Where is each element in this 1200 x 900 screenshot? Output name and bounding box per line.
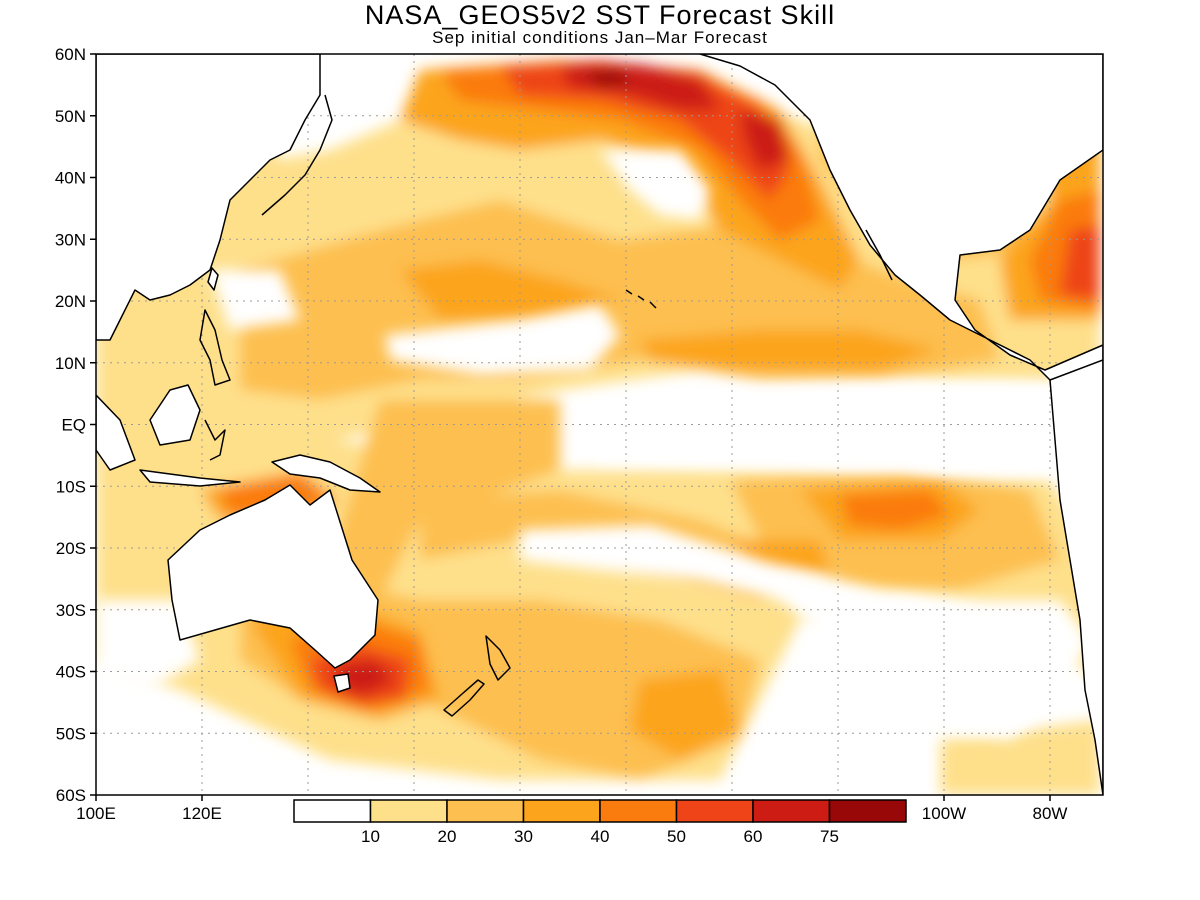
sulawesi-coastline bbox=[204, 419, 226, 461]
latitude-label: 20N bbox=[55, 292, 86, 311]
latitude-label: 10N bbox=[55, 354, 86, 373]
colorbar-label: 60 bbox=[744, 827, 763, 846]
baja-california-coastline bbox=[865, 229, 893, 281]
low-skill-area bbox=[940, 630, 1060, 740]
colorbar: 10 20 30 40 50 60 75 bbox=[290, 798, 910, 846]
contour-level-3 bbox=[630, 670, 740, 760]
hawaii-islands bbox=[625, 289, 657, 309]
low-skill-area bbox=[600, 150, 710, 220]
low-skill-area bbox=[580, 385, 1100, 475]
java-coastline bbox=[139, 469, 241, 487]
colorbar-swatch bbox=[293, 799, 372, 823]
low-skill-area bbox=[385, 305, 620, 375]
asia-coastline bbox=[96, 54, 321, 341]
japan-coastline bbox=[261, 94, 333, 216]
latitude-label: 60S bbox=[56, 786, 86, 805]
skill-field bbox=[96, 54, 1103, 795]
longitude-label: 120E bbox=[182, 804, 222, 823]
longitude-label: 80W bbox=[1033, 804, 1068, 823]
colorbar-swatch bbox=[599, 799, 678, 823]
coastlines bbox=[96, 54, 1103, 795]
colorbar-swatch bbox=[828, 799, 907, 823]
colorbar-swatch bbox=[752, 799, 831, 823]
sumatra-coastline bbox=[96, 394, 136, 471]
colorbar-label: 40 bbox=[591, 827, 610, 846]
new-zealand-coastline bbox=[443, 635, 511, 717]
latitude-label: 50S bbox=[56, 724, 86, 743]
colorbar-label: 20 bbox=[438, 827, 457, 846]
latitude-label: EQ bbox=[61, 416, 86, 435]
tasmania-coastline bbox=[333, 673, 351, 693]
latitude-label: 10S bbox=[56, 477, 86, 496]
colorbar-label: 10 bbox=[361, 827, 380, 846]
contour-level-1 bbox=[940, 720, 1100, 795]
latitude-label: 40S bbox=[56, 663, 86, 682]
low-skill-area bbox=[96, 600, 200, 690]
longitude-axis: 100E 120E 100W 80W bbox=[76, 795, 1067, 823]
philippines-coastline bbox=[199, 309, 231, 386]
new-guinea-coastline bbox=[271, 454, 381, 493]
low-skill-area bbox=[210, 270, 300, 330]
colorbar-swatch bbox=[522, 799, 601, 823]
latitude-label: 20S bbox=[56, 539, 86, 558]
latitude-label: 40N bbox=[55, 169, 86, 188]
latitude-label: 30N bbox=[55, 230, 86, 249]
colorbar-label: 50 bbox=[667, 827, 686, 846]
latitude-axis: 60N 50N 40N 30N 20N 10N EQ 10S 20S 30S 40S 50S 60S bbox=[55, 45, 96, 805]
contour-level-3 bbox=[640, 330, 940, 370]
longitude-label: 100W bbox=[922, 804, 966, 823]
map-title: NASA_GEOS5v2 SST Forecast Skill bbox=[364, 0, 836, 30]
colorbar-swatch bbox=[369, 799, 448, 823]
south-america-coastline bbox=[1049, 359, 1103, 795]
colorbar-label: 30 bbox=[514, 827, 533, 846]
colorbar-label: 75 bbox=[820, 827, 839, 846]
contour-level-5 bbox=[1060, 225, 1100, 300]
latitude-label: 50N bbox=[55, 107, 86, 126]
latitude-label: 60N bbox=[55, 45, 86, 64]
borneo-coastline bbox=[149, 384, 201, 446]
contour-level-5 bbox=[500, 60, 790, 200]
longitude-label: 100E bbox=[76, 804, 116, 823]
contour-level-7 bbox=[585, 70, 630, 88]
australia-coastline bbox=[167, 484, 379, 669]
contour-level-4 bbox=[840, 490, 950, 530]
contour-level-3 bbox=[400, 260, 620, 320]
gridlines bbox=[96, 54, 1103, 795]
taiwan-coastline bbox=[207, 267, 219, 291]
colorbar-swatch bbox=[446, 799, 525, 823]
map-subtitle: Sep initial conditions Jan–Mar Forecast bbox=[432, 28, 768, 47]
contour-level-6 bbox=[740, 110, 790, 170]
colorbar-swatch bbox=[675, 799, 754, 823]
latitude-label: 30S bbox=[56, 601, 86, 620]
